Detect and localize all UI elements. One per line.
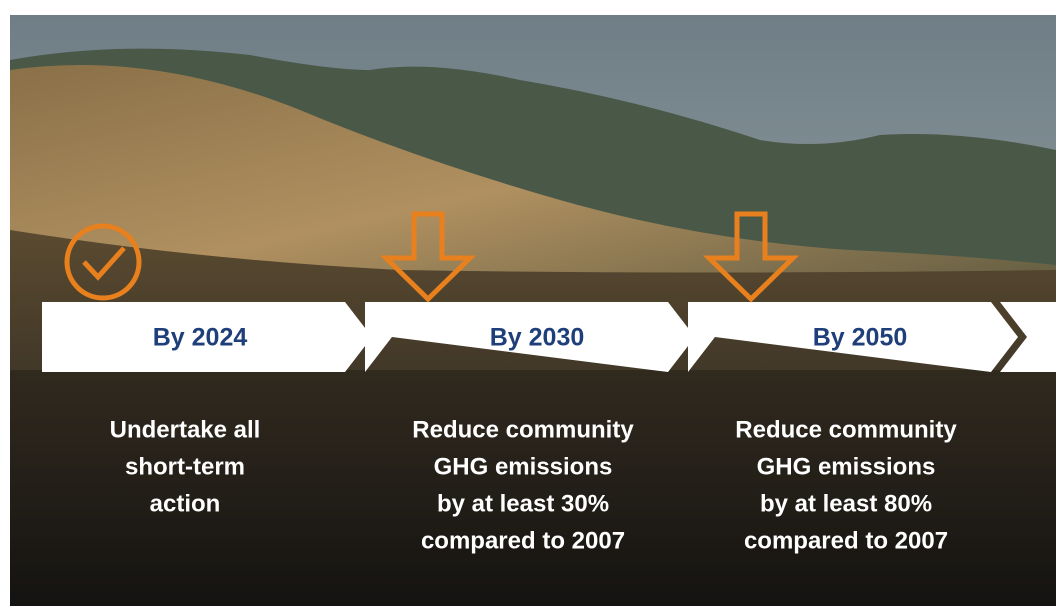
page: {"timeline": {"steps": [ {"label": "By 2… — [0, 0, 1056, 606]
step-label: By 2024 — [153, 324, 248, 352]
step-label: By 2030 — [490, 324, 585, 352]
description-line: by at least 80% — [760, 490, 932, 517]
description-line: short-term — [125, 453, 245, 480]
slide: By 2024 Undertake all short-term action By 2… — [0, 0, 1056, 606]
description-line: compared to 2007 — [744, 527, 948, 554]
description-line: by at least 30% — [437, 490, 609, 517]
step-label: By 2050 — [813, 324, 908, 352]
description-line: Reduce community — [735, 416, 957, 443]
description-line: GHG emissions — [434, 453, 613, 480]
description-line: compared to 2007 — [421, 527, 625, 554]
description-line: Undertake all — [110, 416, 261, 443]
description-line: action — [150, 490, 221, 517]
description-line: Reduce community — [412, 416, 634, 443]
description-line: GHG emissions — [757, 453, 936, 480]
